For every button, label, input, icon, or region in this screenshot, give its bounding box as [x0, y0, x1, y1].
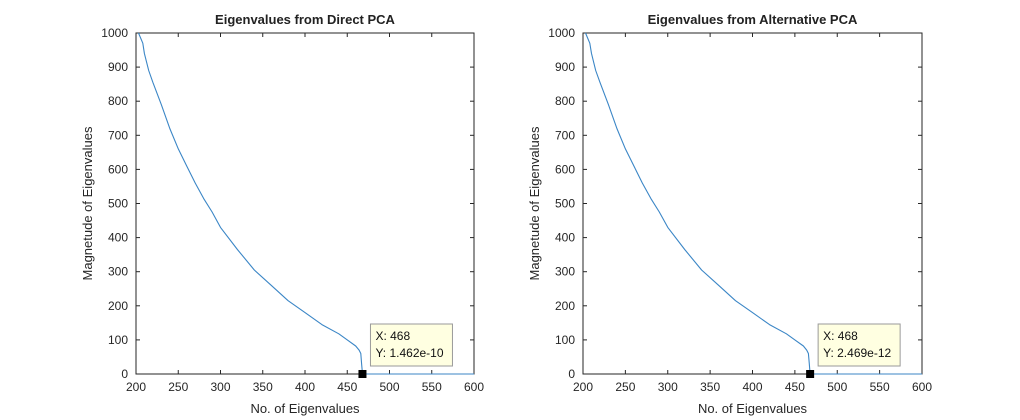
x-tick-label: 400 [295, 380, 315, 394]
x-tick-label: 200 [573, 380, 593, 394]
y-tick-label: 200 [108, 299, 128, 313]
x-tick-label: 250 [615, 380, 635, 394]
datatip-box [369, 323, 453, 367]
axes-box-0 [135, 32, 475, 375]
y-tick-label: 0 [121, 367, 128, 381]
axes-box-1 [582, 32, 923, 375]
datatip-marker [358, 370, 367, 378]
y-tick-label: 900 [555, 60, 575, 74]
x-tick-label: 550 [870, 380, 890, 394]
x-tick-label: 350 [253, 380, 273, 394]
y-tick-label: 400 [108, 231, 128, 245]
y-tick-label: 300 [108, 265, 128, 279]
y-tick-label: 300 [555, 265, 575, 279]
y-tick-label: 500 [108, 197, 128, 211]
y-tick-label: 0 [568, 367, 575, 381]
y-tick-label: 900 [108, 60, 128, 74]
x-tick-label: 200 [126, 380, 146, 394]
y-tick-label: 800 [555, 94, 575, 108]
x-tick-label: 500 [827, 380, 847, 394]
series-line-0 [137, 32, 474, 375]
datatip-x-text: X: 468 [823, 329, 858, 343]
datatip-x-text: X: 468 [375, 329, 410, 343]
datatip-y-text: Y: 1.462e-10 [375, 346, 443, 360]
datatip-box [817, 323, 901, 367]
chart-title: Eigenvalues from Alternative PCA [648, 12, 858, 27]
y-tick-label: 100 [108, 333, 128, 347]
x-tick-label: 350 [700, 380, 720, 394]
y-axis-label: Magnetude of Eigenvalues [527, 126, 542, 280]
y-tick-label: 600 [108, 162, 128, 176]
x-tick-label: 300 [658, 380, 678, 394]
x-axis-label: No. of Eigenvalues [250, 401, 360, 416]
x-tick-label: 300 [210, 380, 230, 394]
y-tick-label: 1000 [548, 26, 575, 40]
x-axis-label: No. of Eigenvalues [698, 401, 808, 416]
datatip-marker [806, 370, 815, 378]
y-tick-label: 800 [108, 94, 128, 108]
x-tick-label: 550 [422, 380, 442, 394]
x-tick-label: 600 [464, 380, 484, 394]
x-tick-label: 450 [337, 380, 357, 394]
y-tick-label: 700 [108, 128, 128, 142]
series-line-0 [584, 32, 922, 375]
x-tick-label: 450 [785, 380, 805, 394]
y-tick-label: 500 [555, 197, 575, 211]
x-tick-label: 400 [742, 380, 762, 394]
x-tick-label: 600 [912, 380, 932, 394]
x-tick-label: 500 [379, 380, 399, 394]
x-tick-label: 250 [168, 380, 188, 394]
y-tick-label: 700 [555, 128, 575, 142]
y-axis-label: Magnetude of Eigenvalues [80, 126, 95, 280]
y-tick-label: 400 [555, 231, 575, 245]
chart-title: Eigenvalues from Direct PCA [215, 12, 395, 27]
y-tick-label: 200 [555, 299, 575, 313]
datatip-y-text: Y: 2.469e-12 [823, 346, 891, 360]
y-tick-label: 600 [555, 162, 575, 176]
y-tick-label: 100 [555, 333, 575, 347]
y-tick-label: 1000 [101, 26, 128, 40]
